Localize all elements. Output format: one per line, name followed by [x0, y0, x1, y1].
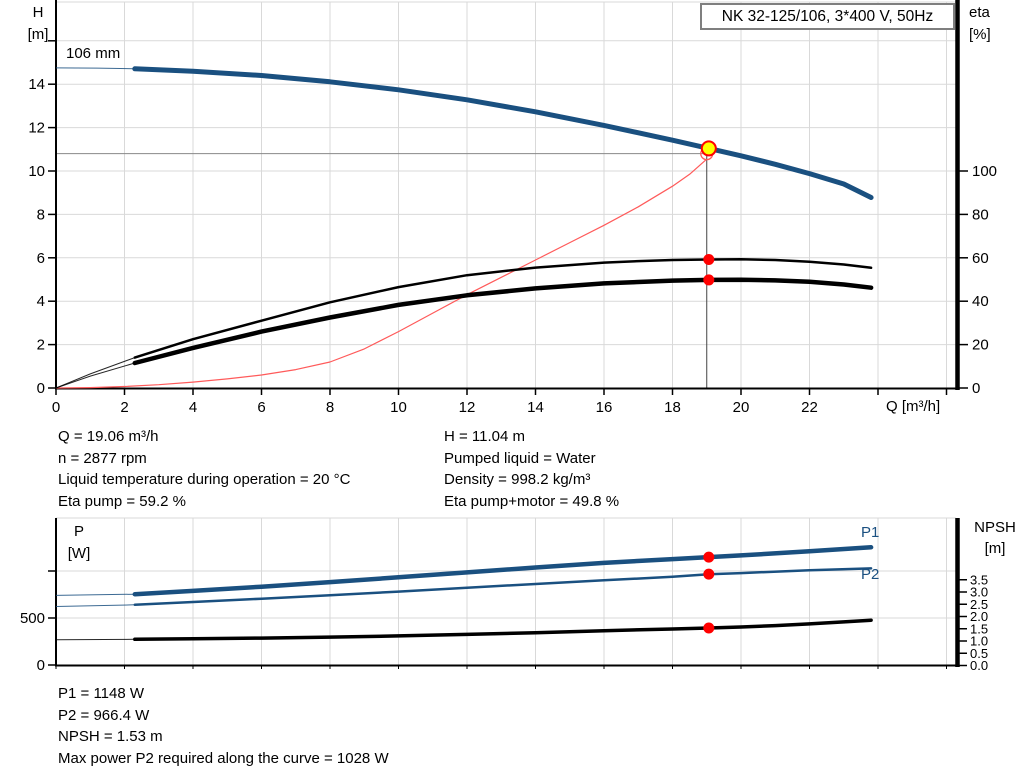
- p-tick-label: 0: [37, 657, 45, 674]
- eta-pump-duty-dot: [703, 254, 715, 266]
- h-tick-label: 0: [37, 380, 45, 397]
- h-tick-label: 6: [37, 250, 45, 267]
- eta-pump-motor-curve-lead: [55, 362, 135, 389]
- p1-duty-dot: [703, 551, 715, 563]
- h-axis-label-unit: [m]: [27, 26, 49, 43]
- h-tick-label: 4: [37, 293, 45, 310]
- info-line-temperature: Liquid temperature during operation = 20…: [58, 471, 351, 489]
- info-line-p1: P1 = 1148 W: [58, 685, 145, 702]
- p2-curve-label: P2: [861, 566, 880, 583]
- eta-tick-label: 40: [972, 293, 989, 310]
- head-curve-lead: [55, 67, 135, 70]
- p1-curve-label: P1: [861, 524, 880, 541]
- q-tick-label: 0: [52, 399, 60, 416]
- npsh-tick-label: 2.0: [970, 609, 988, 624]
- eta-tick-label: 100: [972, 163, 997, 180]
- npsh-curve: [133, 618, 873, 642]
- info-line-p2: P2 = 966.4 W: [58, 706, 150, 724]
- eta-tick-label: 0: [972, 380, 980, 397]
- eta-pump-motor-duty-dot: [703, 274, 715, 286]
- q-tick-label: 4: [189, 399, 197, 416]
- q-tick-label: 2: [120, 399, 128, 416]
- info-line-density: Density = 998.2 kg/m³: [444, 471, 591, 489]
- q-tick-label: 14: [527, 399, 544, 416]
- h-tick-label: 14: [28, 76, 45, 93]
- npsh-tick-label: 1.5: [970, 621, 988, 636]
- p2-curve: [133, 567, 873, 607]
- eta-tick-label: 80: [972, 206, 989, 223]
- p-axis-label: P [W]: [58, 521, 100, 565]
- info-line-head: H = 11.04 m: [444, 428, 526, 445]
- p2-duty-dot: [703, 568, 715, 580]
- eta-tick-label: 60: [972, 250, 989, 267]
- p-axis-label-symbol: P: [73, 523, 84, 540]
- info-line-eta-pump-motor: Eta pump+motor = 49.8 %: [444, 492, 620, 510]
- eta-axis-label-unit: [%]: [969, 26, 991, 43]
- npsh-axis-label-symbol: NPSH: [974, 519, 1016, 536]
- q-axis-label: Q [m³/h]: [886, 398, 941, 415]
- npsh-duty-dot: [703, 622, 715, 634]
- duty-parabola: [55, 158, 708, 389]
- h-tick-label: 2: [37, 337, 45, 354]
- npsh-tick-label: 0.5: [970, 646, 988, 661]
- h-axis-label: H [m]: [20, 2, 56, 46]
- eta-axis-label: eta [%]: [969, 2, 1009, 46]
- p-axis-label-unit: [W]: [67, 545, 91, 562]
- eta-pump-motor-curve: [132, 277, 874, 366]
- p1-curve: [132, 545, 874, 597]
- h-tick-label: 10: [28, 163, 45, 180]
- duty-info-left-column: Q = 19.06 m³/h n = 2877 rpm Liquid tempe…: [58, 426, 350, 512]
- info-line-max-power: Max power P2 required along the curve = …: [58, 749, 389, 767]
- q-tick-label: 16: [596, 399, 613, 416]
- eta-tick-label: 20: [972, 337, 989, 354]
- q-tick-label: 6: [257, 399, 265, 416]
- h-axis-label-symbol: H: [32, 4, 44, 21]
- power-npsh-chart: 0 500 0.00.51.01.52.02.53.03.5: [20, 517, 988, 674]
- npsh-tick-label: 3.5: [970, 572, 988, 587]
- q-tick-label: 20: [733, 399, 750, 416]
- q-tick-label: 10: [390, 399, 407, 416]
- npsh-axis-label-unit: [m]: [984, 540, 1006, 557]
- duty-info-right-column: H = 11.04 m Pumped liquid = Water Densit…: [444, 426, 619, 512]
- chart-title-box: NK 32-125/106, 3*400 V, 50Hz: [700, 3, 955, 30]
- power-info-block: P1 = 1148 W P2 = 966.4 W NPSH = 1.53 m M…: [58, 683, 389, 769]
- impeller-size-label: 106 mm: [66, 45, 121, 62]
- duty-point-marker: [700, 140, 717, 157]
- q-tick-label: 22: [801, 399, 818, 416]
- npsh-curve-lead: [55, 638, 135, 641]
- info-line-speed: n = 2877 rpm: [58, 449, 147, 467]
- npsh-tick-label: 1.0: [970, 634, 988, 649]
- info-line-liquid: Pumped liquid = Water: [444, 449, 596, 467]
- npsh-tick-label: 2.5: [970, 597, 988, 612]
- head-curve: [132, 66, 874, 200]
- info-line-flow: Q = 19.06 m³/h: [58, 428, 159, 445]
- h-tick-label: 12: [28, 120, 45, 137]
- p-tick-label: 500: [20, 610, 45, 627]
- p1-curve-lead: [55, 593, 135, 596]
- info-line-eta-pump: Eta pump = 59.2 %: [58, 492, 186, 510]
- eta-axis-label-symbol: eta: [969, 4, 990, 21]
- eta-pump-curve-lead: [55, 357, 135, 389]
- eta-pump-curve: [133, 258, 873, 359]
- info-line-npsh: NPSH = 1.53 m: [58, 728, 163, 746]
- q-tick-label: 12: [459, 399, 476, 416]
- p2-curve-lead: [55, 604, 135, 607]
- h-q-chart: 0 2 4 6 8 10 12 14 0 2 4 6 8 10 12 14 16 18 20 22 0 20 40 60 80 1…: [28, 0, 997, 416]
- h-tick-label: 8: [37, 206, 45, 223]
- q-tick-label: 8: [326, 399, 334, 416]
- npsh-axis-label: NPSH [m]: [966, 517, 1024, 559]
- npsh-tick-label: 0.0: [970, 658, 988, 673]
- npsh-tick-label: 3.0: [970, 585, 988, 600]
- q-tick-label: 18: [664, 399, 681, 416]
